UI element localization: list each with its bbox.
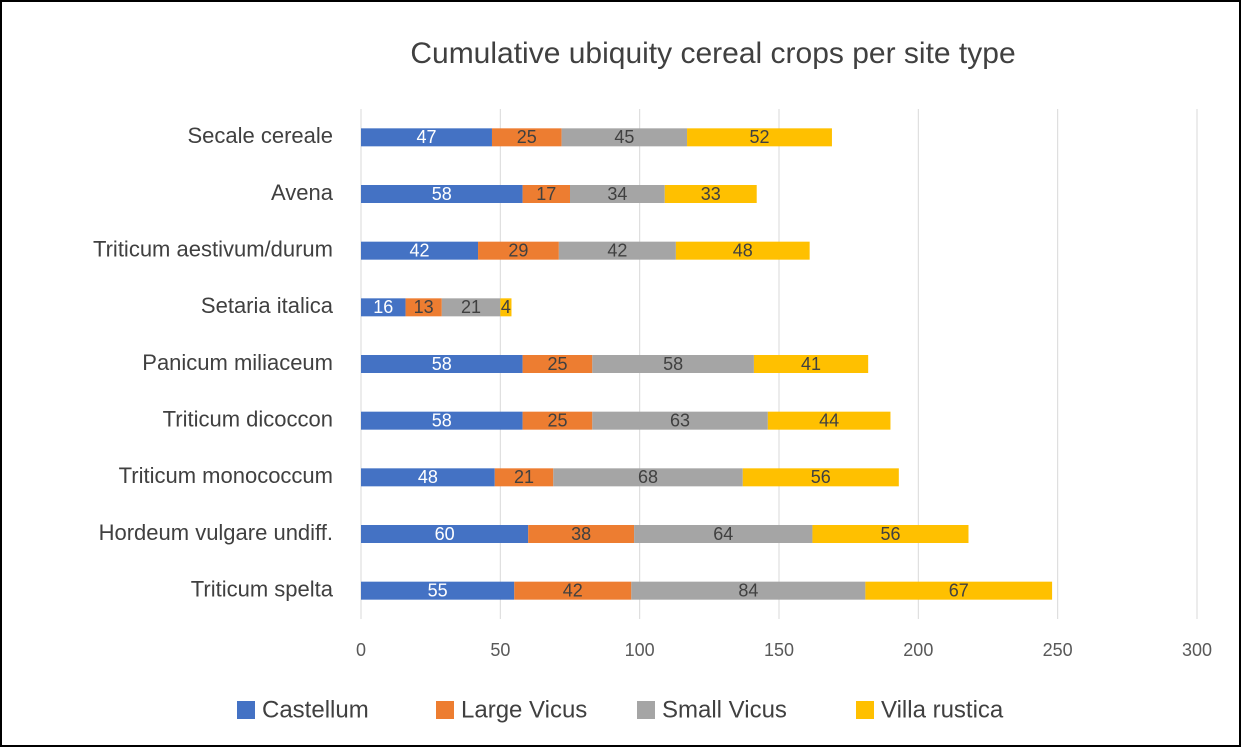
data-label: 63 bbox=[670, 410, 690, 430]
x-tick-label: 0 bbox=[356, 640, 366, 660]
data-label: 4 bbox=[501, 297, 511, 317]
bar-segment bbox=[361, 355, 523, 373]
bar-segment bbox=[767, 411, 891, 430]
bar-segment bbox=[361, 581, 515, 600]
y-tick-label: Triticum aestivum/durum bbox=[93, 236, 333, 261]
data-label: 52 bbox=[749, 127, 769, 147]
data-label: 21 bbox=[514, 467, 534, 487]
y-tick-label: Secale cereale bbox=[187, 123, 333, 148]
bar-segment bbox=[494, 468, 554, 487]
bar-segment bbox=[361, 411, 523, 430]
bar-segment bbox=[522, 185, 570, 203]
y-tick-label: Triticum spelta bbox=[191, 576, 334, 601]
bar-segment bbox=[522, 355, 593, 373]
data-label: 16 bbox=[373, 297, 393, 317]
data-label: 21 bbox=[461, 297, 481, 317]
data-label: 25 bbox=[547, 410, 567, 430]
bar-segment bbox=[500, 298, 512, 317]
y-tick-label: Avena bbox=[271, 180, 334, 205]
data-label: 44 bbox=[819, 410, 839, 430]
data-label: 58 bbox=[663, 354, 683, 374]
bar-segment bbox=[361, 468, 495, 487]
x-tick-label: 300 bbox=[1182, 640, 1212, 660]
legend-label: Small Vicus bbox=[662, 696, 787, 723]
y-tick-label: Panicum miliaceum bbox=[142, 350, 333, 375]
y-tick-label: Setaria italica bbox=[201, 293, 334, 318]
bar-segment bbox=[592, 355, 754, 373]
data-label: 33 bbox=[701, 184, 721, 204]
bar-segment bbox=[742, 468, 899, 487]
legend-label: Castellum bbox=[262, 696, 369, 723]
data-label: 56 bbox=[811, 467, 831, 487]
y-tick-label: Hordeum vulgare undiff. bbox=[99, 520, 333, 545]
data-label: 41 bbox=[801, 354, 821, 374]
data-label: 25 bbox=[517, 127, 537, 147]
bar-segment bbox=[361, 241, 479, 260]
bar-segment bbox=[687, 128, 832, 147]
y-tick-label: Triticum monococcum bbox=[119, 463, 333, 488]
bar-segment bbox=[558, 241, 676, 260]
bar-segment bbox=[491, 128, 562, 147]
bar-segment bbox=[405, 298, 442, 317]
legend-swatch bbox=[436, 701, 454, 719]
data-label: 17 bbox=[536, 184, 556, 204]
bar-segment bbox=[865, 581, 1053, 600]
data-label: 64 bbox=[713, 524, 733, 544]
chart-title: Cumulative ubiquity cereal crops per sit… bbox=[410, 37, 1015, 70]
data-label: 56 bbox=[880, 524, 900, 544]
data-label: 48 bbox=[418, 467, 438, 487]
x-tick-label: 50 bbox=[490, 640, 510, 660]
x-tick-label: 250 bbox=[1043, 640, 1073, 660]
data-label: 42 bbox=[563, 580, 583, 600]
bar-segment bbox=[561, 128, 688, 147]
data-label: 42 bbox=[607, 240, 627, 260]
bar-segment bbox=[441, 298, 501, 317]
x-tick-label: 200 bbox=[903, 640, 933, 660]
legend-label: Villa rustica bbox=[881, 696, 1004, 723]
data-label: 58 bbox=[432, 184, 452, 204]
data-label: 58 bbox=[432, 410, 452, 430]
data-label: 58 bbox=[432, 354, 452, 374]
bar-segment bbox=[631, 581, 866, 600]
bar-segment bbox=[514, 581, 632, 600]
data-label: 45 bbox=[614, 127, 634, 147]
data-label: 13 bbox=[414, 297, 434, 317]
legend-swatch bbox=[237, 701, 255, 719]
data-label: 47 bbox=[416, 127, 436, 147]
data-label: 68 bbox=[638, 467, 658, 487]
bar-segment bbox=[528, 525, 635, 543]
data-label: 34 bbox=[607, 184, 627, 204]
legend-swatch bbox=[856, 701, 874, 719]
bar-segment bbox=[675, 241, 810, 260]
bar-segment bbox=[361, 298, 406, 317]
data-label: 60 bbox=[435, 524, 455, 544]
legend-label: Large Vicus bbox=[461, 696, 587, 723]
bar-segment bbox=[592, 411, 768, 430]
bar-segment bbox=[522, 411, 593, 430]
x-tick-label: 100 bbox=[625, 640, 655, 660]
bar-segment bbox=[553, 468, 743, 487]
data-label: 42 bbox=[410, 240, 430, 260]
y-tick-label: Triticum dicoccon bbox=[163, 406, 333, 431]
bar-segment bbox=[634, 525, 813, 543]
x-tick-label: 150 bbox=[764, 640, 794, 660]
bar-segment bbox=[753, 355, 869, 373]
bar-segment bbox=[478, 241, 559, 260]
data-label: 25 bbox=[547, 354, 567, 374]
bar-segment bbox=[570, 185, 665, 203]
legend-swatch bbox=[637, 701, 655, 719]
data-label: 84 bbox=[738, 580, 758, 600]
bar-segment bbox=[361, 128, 492, 147]
data-label: 29 bbox=[508, 240, 528, 260]
bar-segment bbox=[812, 525, 969, 543]
data-label: 38 bbox=[571, 524, 591, 544]
bar-segment bbox=[361, 185, 523, 203]
data-label: 48 bbox=[733, 240, 753, 260]
data-label: 67 bbox=[949, 580, 969, 600]
data-label: 55 bbox=[428, 580, 448, 600]
bar-segment bbox=[361, 525, 529, 543]
bar-segment bbox=[664, 185, 757, 203]
